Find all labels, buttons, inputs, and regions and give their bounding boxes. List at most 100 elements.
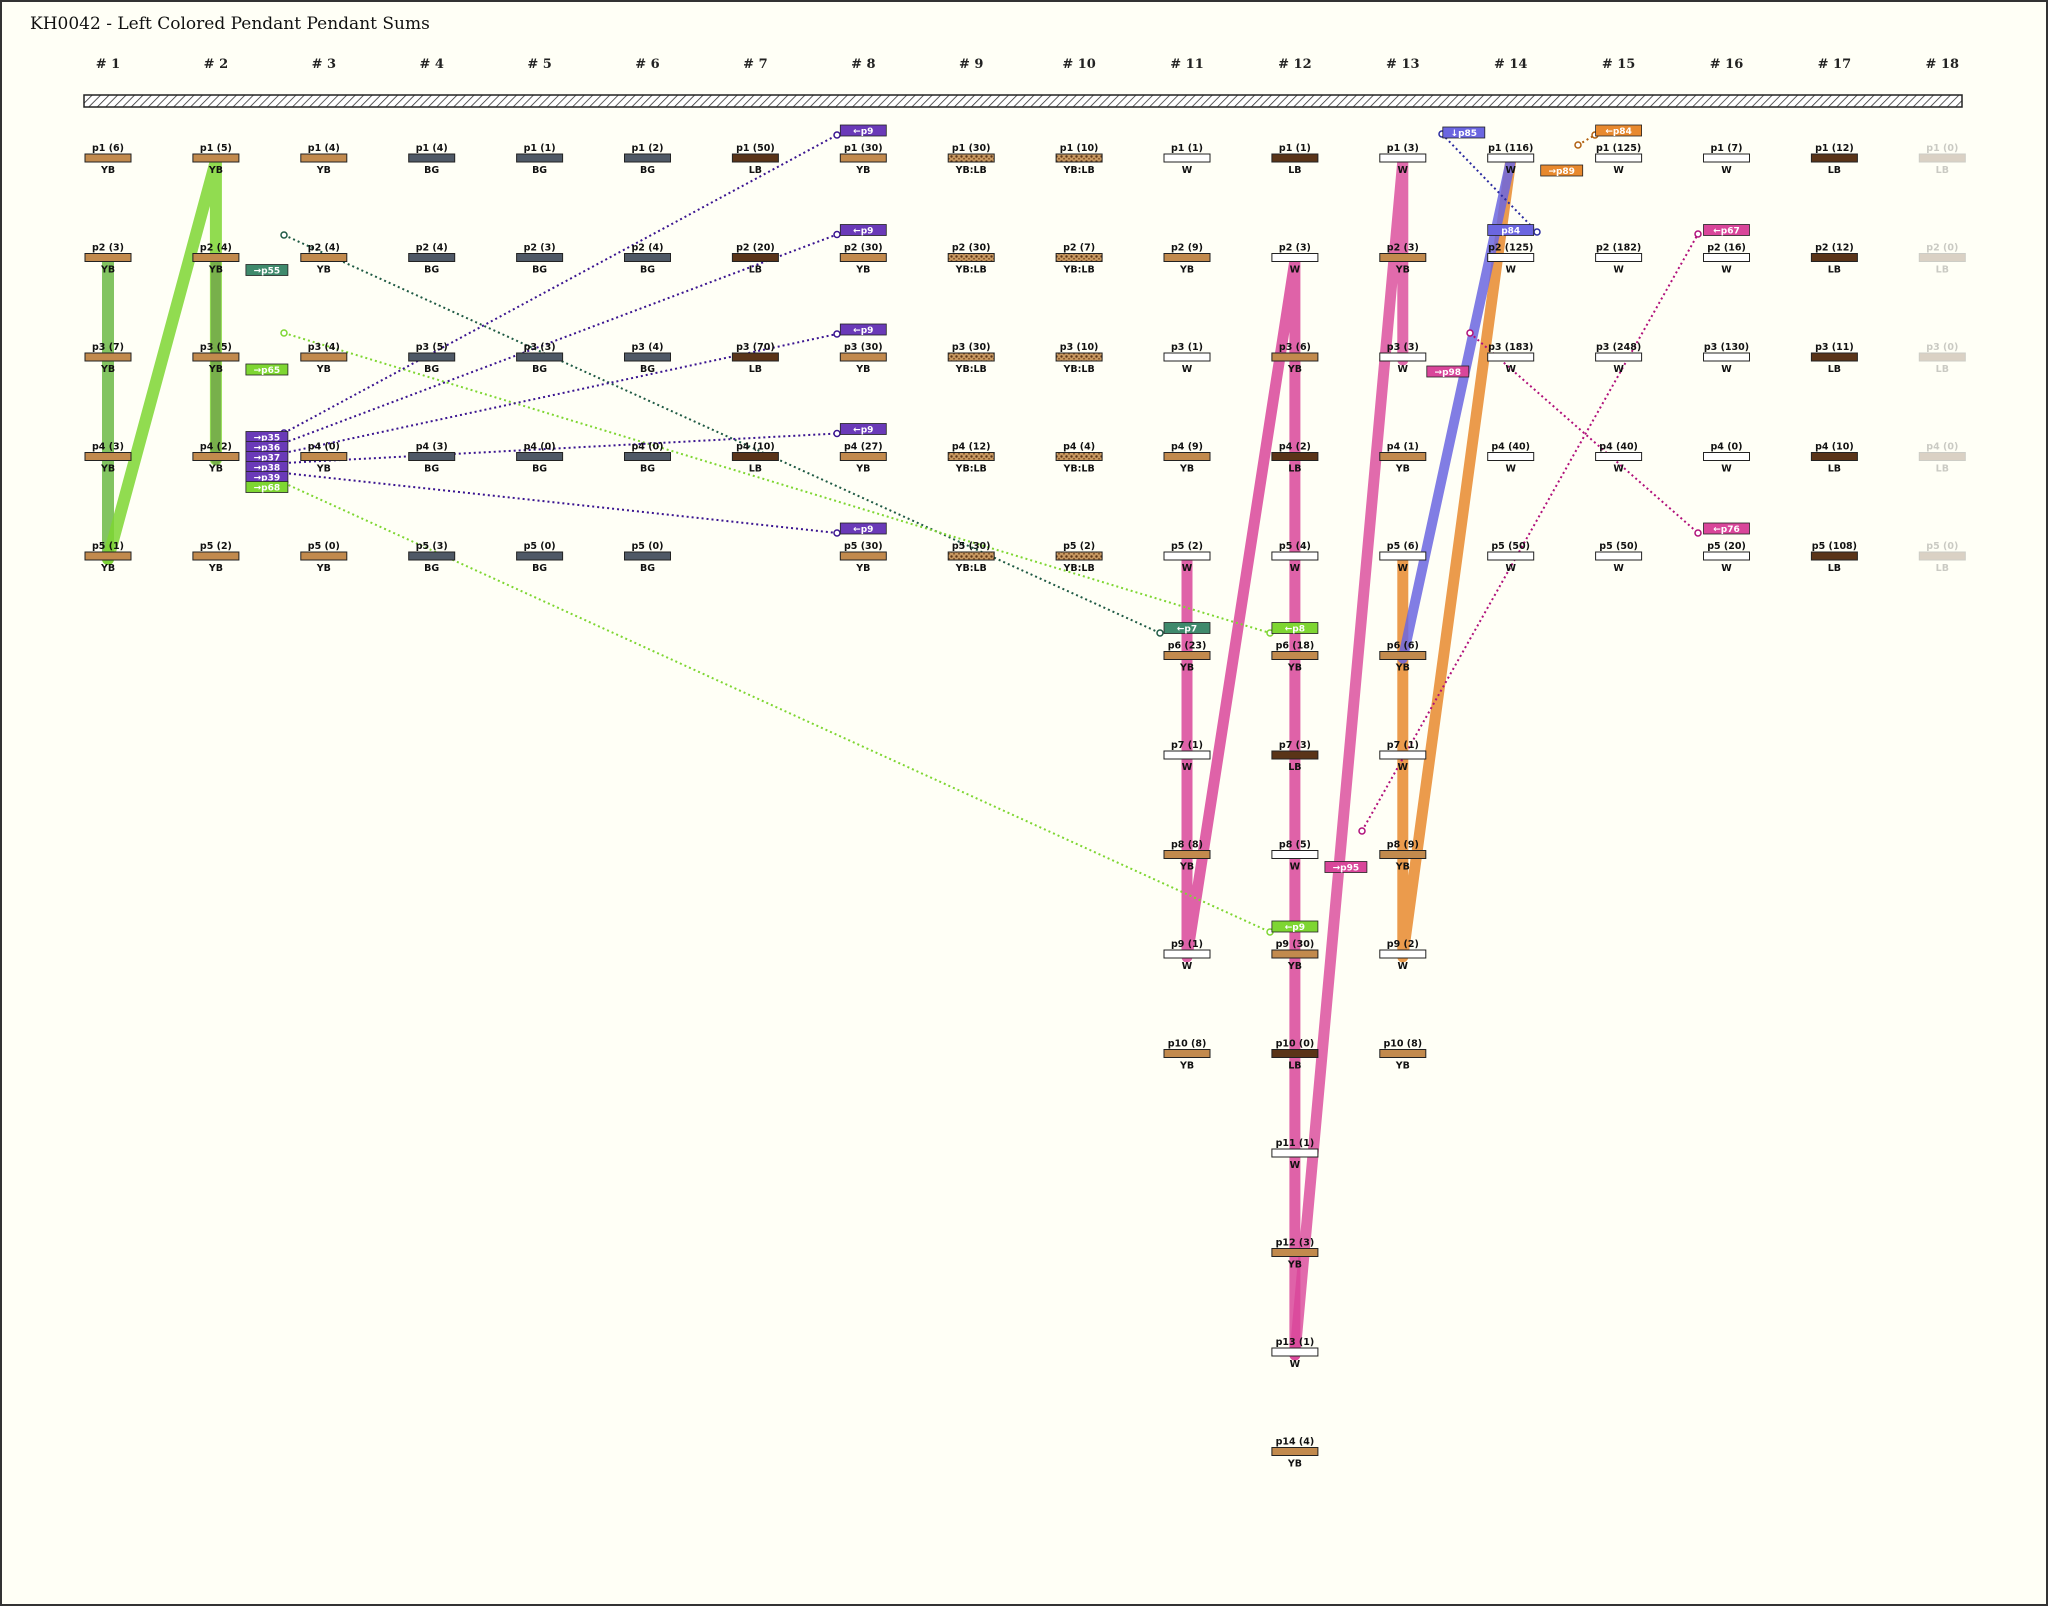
link-tag <box>1163 622 1211 634</box>
cord-bar <box>1810 551 1858 561</box>
cord-label: p1 (2) <box>631 143 663 154</box>
pendant-cord: p2 (16) W <box>1703 243 1750 276</box>
column-header: # 16 <box>1710 57 1744 72</box>
cord-bar <box>1271 1447 1319 1456</box>
cord-bar <box>1487 153 1535 163</box>
cord-color-label: YB <box>1179 265 1194 276</box>
cord-color-label: YB:LB <box>1062 165 1094 176</box>
link-end-dot <box>1574 141 1582 149</box>
cord-label: p1 (12) <box>1815 143 1854 154</box>
cord-color-label: YB <box>1287 961 1302 972</box>
cord-bar <box>947 153 995 163</box>
pendant-cord: p3 (248) W <box>1595 342 1643 375</box>
column-header: # 9 <box>959 57 983 72</box>
cord-color-label: LB <box>1288 464 1301 475</box>
pendant-cord: p1 (1) BG <box>516 143 564 176</box>
dotted-link <box>283 134 838 434</box>
pendant-cord: p3 (30) YB <box>839 342 887 375</box>
link-end-dot <box>280 329 288 337</box>
cord-color-label: YB:LB <box>1062 464 1094 475</box>
pendant-cord: p4 (0) BG <box>624 442 671 475</box>
cord-label: p2 (7) <box>1063 243 1095 254</box>
cord-color-label: YB <box>1287 364 1302 375</box>
cord-label: p1 (10) <box>1060 143 1099 154</box>
cord-label: p5 (0) <box>308 541 340 552</box>
pendant-cord: p5 (108) LB <box>1810 541 1858 574</box>
cord-bar <box>1595 153 1643 163</box>
pendant-cord: p5 (50) W <box>1487 541 1535 574</box>
pendant-cord: p10 (0) LB <box>1271 1039 1319 1072</box>
cord-bar <box>300 352 348 362</box>
cord-color-label: YB <box>100 464 115 475</box>
dotted-link <box>283 432 838 464</box>
pendant-cord: p5 (0) BG <box>624 541 671 574</box>
pendant-cord: p1 (116) W <box>1487 143 1535 176</box>
cord-bar <box>192 452 240 461</box>
cord-label: p9 (1) <box>1171 939 1203 950</box>
column-header: # 18 <box>1926 57 1960 72</box>
link-end-dot <box>833 429 841 438</box>
pendant-cord: p4 (10) LB <box>731 442 779 475</box>
cord-color-label: YB <box>208 165 223 176</box>
cord-bar <box>408 452 456 461</box>
cord-color-label: LB <box>1936 464 1949 475</box>
link-tag-label: →p65 <box>254 366 281 376</box>
cord-bar <box>1487 551 1535 561</box>
cord-label: p2 (4) <box>200 243 232 254</box>
cord-color-label: YB:LB <box>1062 364 1094 375</box>
dotted-link <box>283 234 1161 634</box>
cord-color-label: BG <box>532 165 547 176</box>
cord-label: p1 (1) <box>1279 143 1311 154</box>
cord-bar <box>1379 452 1427 461</box>
cord-bar <box>731 153 779 163</box>
cord-label: p4 (3) <box>416 442 448 453</box>
cord-label: p4 (0) <box>524 442 556 453</box>
link-tag <box>1703 522 1750 535</box>
cord-bar <box>1055 352 1103 362</box>
link-tag-label: ↓p85 <box>1451 129 1478 139</box>
dotted-link <box>283 472 838 534</box>
link-tag <box>1595 124 1642 137</box>
link-tag-label: ←p8 <box>1285 625 1305 635</box>
cord-label: p5 (2) <box>200 541 232 552</box>
cord-label: p6 (6) <box>1387 641 1419 652</box>
pendant-cord: p4 (9) YB <box>1163 442 1211 475</box>
cord-color-label: LB <box>1288 1061 1301 1072</box>
cord-bar <box>1163 651 1211 660</box>
pendant-cord: p4 (2) LB <box>1271 442 1319 475</box>
cord-color-label: LB <box>1828 563 1841 574</box>
link-tag-label: ←p84 <box>1605 127 1632 137</box>
pendant-cord: p3 (4) BG <box>624 342 671 375</box>
cord-color-label: W <box>1505 563 1516 574</box>
cord-label: p9 (2) <box>1387 939 1419 950</box>
pendant-cord: p5 (2) W <box>1163 541 1211 574</box>
cord-color-label: LB <box>1828 364 1841 375</box>
cord-bar <box>947 452 995 461</box>
pendant-cord: p2 (3) YB <box>1379 243 1427 276</box>
link-tag-label: →p89 <box>1548 167 1575 177</box>
column-header: # 6 <box>635 57 659 72</box>
link-end-dot <box>833 330 841 338</box>
pendant-cord: p4 (1) YB <box>1379 442 1427 475</box>
cord-label: p10 (8) <box>1168 1039 1207 1050</box>
pendant-cord: p4 (0) BG <box>516 442 564 475</box>
cord-bar <box>1379 949 1427 959</box>
pendant-cord: p1 (7) W <box>1703 143 1750 176</box>
cord-label: p5 (1) <box>92 541 124 552</box>
cord-label: p2 (3) <box>1279 243 1311 254</box>
cord-bar <box>1379 153 1427 163</box>
cord-bar <box>1055 253 1103 262</box>
cord-color-label: W <box>1182 165 1193 176</box>
cord-color-label: W <box>1398 563 1409 574</box>
cord-label: p4 (0) <box>631 442 663 453</box>
cord-color-label: YB <box>855 563 870 574</box>
cord-label: p4 (10) <box>736 442 775 453</box>
cord-label: p1 (1) <box>524 143 556 154</box>
cord-label: p4 (27) <box>844 442 883 453</box>
pendant-cord: p2 (4) BG <box>408 243 456 276</box>
cord-bar <box>1271 551 1319 561</box>
cord-label: p1 (50) <box>736 143 775 154</box>
link-tag-label: →p39 <box>254 474 281 484</box>
cord-bar <box>1271 949 1319 959</box>
cord-label: p3 (1) <box>1171 342 1203 353</box>
